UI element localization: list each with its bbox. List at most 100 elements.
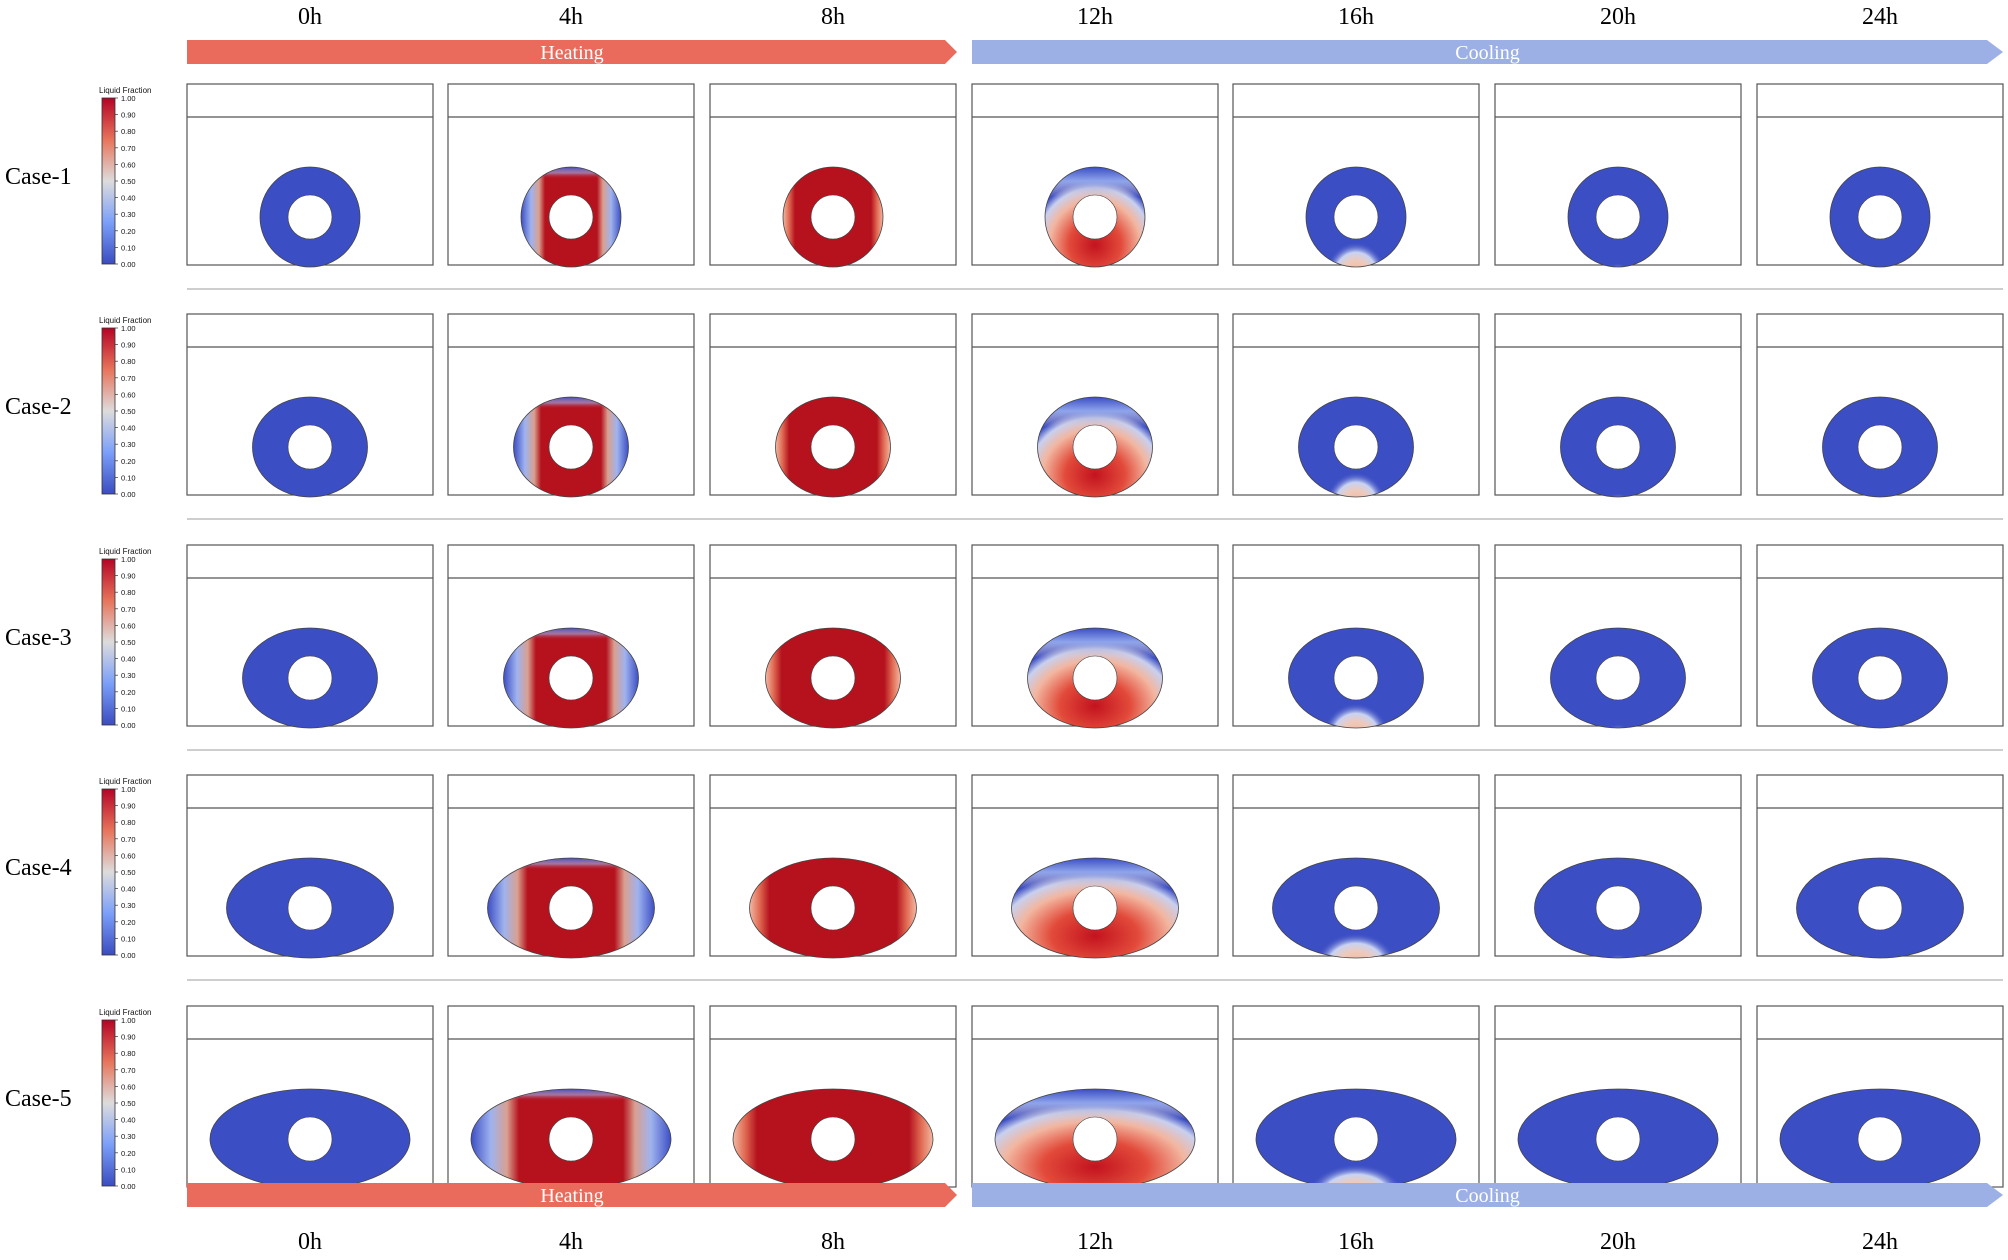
heat-tube [548,885,594,931]
heat-tube [1333,885,1379,931]
colorbar-gradient [101,558,116,726]
colorbar-gradient [101,1019,116,1187]
colorbar-tick-label: 0.30 [121,671,136,680]
pcm-outline [749,857,917,959]
simulation-panel [447,83,695,268]
top-time-label: 20h [1600,4,1636,30]
simulation-panel [447,774,695,959]
colorbar-tick-label: 0.00 [121,1182,136,1191]
colorbar-tick-label: 0.80 [121,127,136,136]
pcm-outline [1288,627,1424,729]
pcm-outline [775,396,891,498]
bottom-time-label: 20h [1600,1229,1636,1255]
pcm-outline [520,166,622,268]
residual-melt [1592,919,1644,958]
colorbar-tick-label: 0.20 [121,688,136,697]
colorbar-tick-label: 1.00 [121,1016,136,1025]
bottom-time-label: 24h [1862,1229,1898,1255]
heat-tube [287,424,333,470]
heat-tube [1857,655,1903,701]
heat-tube [287,1116,333,1162]
pcm-outline [1027,627,1163,729]
heat-tube [1595,194,1641,240]
pcm-outline [487,857,655,959]
case-label: Case-1 [5,164,72,190]
top-time-label: 0h [298,4,322,30]
simulation-panel [971,313,1219,498]
pcm-outline [1534,857,1702,959]
simulation-panel [1756,83,2004,268]
heat-tube [1333,655,1379,701]
colorbar-title: Liquid Fraction [99,547,151,556]
pcm-outline [1812,627,1948,729]
pcm-region [1027,628,1163,728]
top-phase-banner: Heating Cooling [187,40,2003,64]
colorbar-tick-label: 0.70 [121,835,136,844]
colorbar-tick-label: 1.00 [121,785,136,794]
colorbar-tick-label: 0.30 [121,1132,136,1141]
colorbar-tick-label: 0.50 [121,407,136,416]
colorbar-tick-label: 0.10 [121,473,136,482]
simulation-panel [1756,1005,2004,1190]
heating-label: Heating [540,42,603,64]
colorbar-title: Liquid Fraction [99,86,151,95]
pcm-outline [1037,396,1153,498]
bottom-time-label: 8h [821,1229,845,1255]
top-time-label: 16h [1338,4,1374,30]
heating-arrow [187,1183,957,1207]
colorbar-tick-label: 0.50 [121,868,136,877]
colorbar-tick-label: 0.00 [121,951,136,960]
colorbar-tick-label: 0.90 [121,572,136,581]
colorbar-tick-label: 0.40 [121,424,136,433]
top-time-label: 4h [559,4,583,30]
cooling-label: Cooling [1455,1185,1519,1207]
colorbar-tick-label: 0.40 [121,194,136,203]
pcm-outline [259,166,361,268]
simulation-panel [971,1005,1219,1190]
colorbar-tick-label: 0.80 [121,818,136,827]
bottom-time-labels: 0h 4h 8h 12h 16h 20h 24h [298,1229,1898,1255]
heat-tube [287,885,333,931]
simulation-panel [1494,774,1742,959]
colorbar-tick-label: 0.90 [121,1033,136,1042]
heat-tube [810,1116,856,1162]
heat-tube [548,1116,594,1162]
simulation-panel [971,544,1219,729]
pcm-outline [513,396,629,498]
heat-tube [287,655,333,701]
colorbar-tick-label: 0.60 [121,621,136,630]
heat-tube [1595,655,1641,701]
colorbar-title: Liquid Fraction [99,1008,151,1017]
heat-tube [1072,655,1118,701]
heat-tube [287,194,333,240]
residual-melt [1592,689,1644,728]
simulation-panel [1232,774,1480,959]
pcm-outline [1829,166,1931,268]
colorbar-tick-label: 0.60 [121,1082,136,1091]
pcm-outline [242,627,378,729]
heating-label: Heating [540,1185,603,1207]
pcm-outline [1822,396,1938,498]
colorbar-tick-label: 1.00 [121,324,136,333]
simulation-panel [971,774,1219,959]
colorbar-tick-label: 0.40 [121,885,136,894]
colorbar-tick-label: 0.30 [121,210,136,219]
case-label: Case-3 [5,625,72,651]
heat-tube [1857,885,1903,931]
colorbar-tick-label: 0.50 [121,1099,136,1108]
colorbar-gradient [101,327,116,495]
simulation-panel [186,83,434,268]
simulation-panel [186,544,434,729]
heat-tube [810,424,856,470]
colorbar-tick-label: 0.90 [121,802,136,811]
top-time-label: 24h [1862,4,1898,30]
colorbar-tick-label: 0.70 [121,1066,136,1075]
colorbar-tick-label: 0.10 [121,934,136,943]
case-label: Case-2 [5,394,72,420]
bottom-time-label: 0h [298,1229,322,1255]
colorbar-tick-label: 0.00 [121,260,136,269]
